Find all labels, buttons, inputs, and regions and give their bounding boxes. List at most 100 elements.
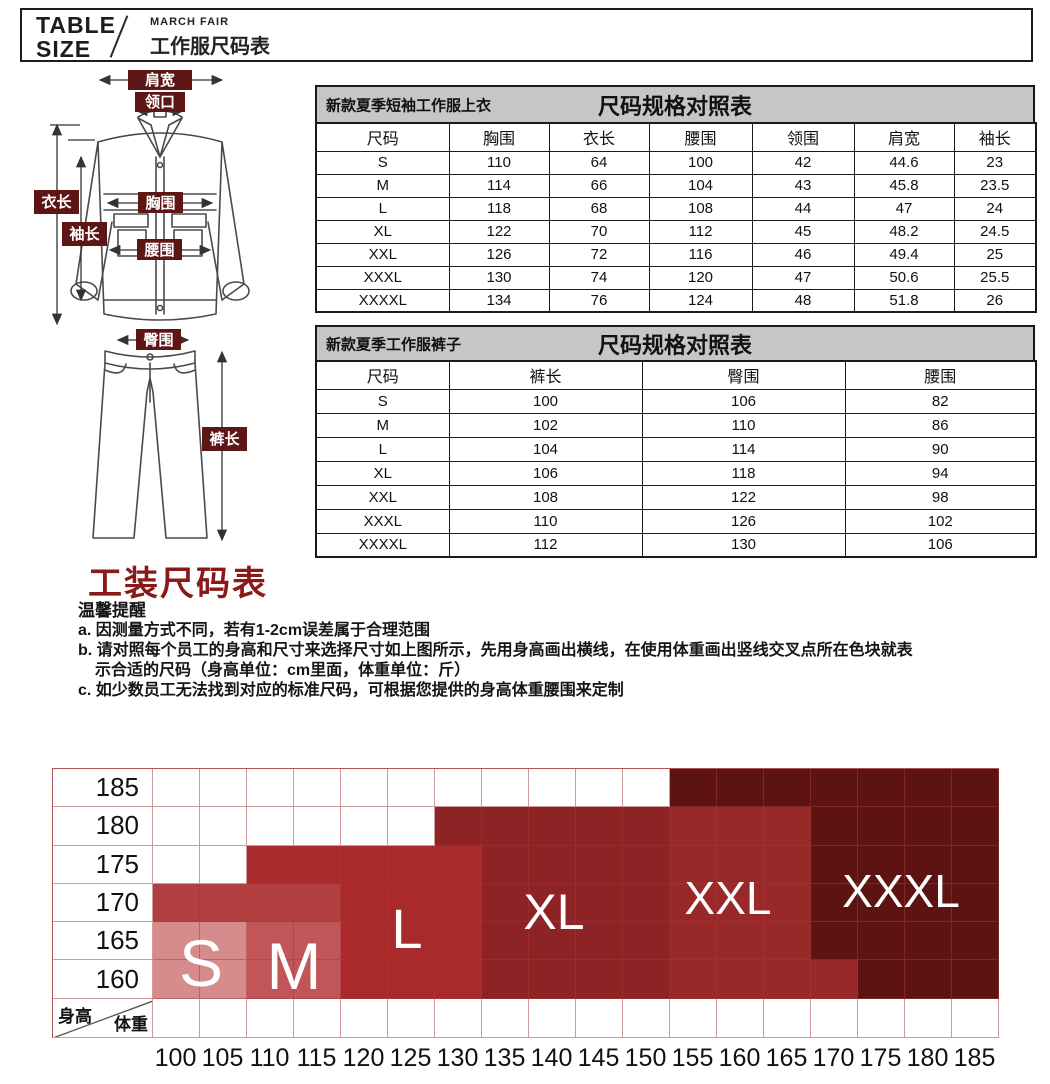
table-row: S 110 64 100 42 44.6 23 bbox=[315, 150, 1037, 175]
heatmap-cell bbox=[341, 769, 388, 808]
table-cell: XXXL bbox=[315, 508, 450, 534]
table-row: M 102 110 86 bbox=[315, 412, 1037, 438]
table-cell: 25 bbox=[953, 242, 1037, 267]
heatmap-cell bbox=[529, 769, 576, 808]
heatmap-cell bbox=[623, 922, 670, 961]
column-header: 腰围 bbox=[844, 360, 1037, 390]
heatmap-cell bbox=[247, 769, 294, 808]
heatmap-cell bbox=[435, 845, 482, 884]
brand-header-box: TABLE SIZE MARCH FAIR 工作服尺码表 bbox=[20, 8, 1033, 62]
brand-subtitle-en: MARCH FAIR bbox=[150, 16, 230, 28]
heatmap-cell bbox=[952, 769, 999, 808]
heatmap-cell bbox=[341, 807, 388, 846]
column-header: 领围 bbox=[751, 122, 855, 152]
table-cell: 102 bbox=[448, 412, 643, 438]
table-cell: XL bbox=[315, 219, 450, 244]
heatmap-cell bbox=[623, 883, 670, 923]
measurement-diagram: 肩宽 领口 衣长 袖长 胸围 腰围 臀围 裤长 bbox=[34, 70, 250, 542]
pants-table-title: 尺码规格对照表 bbox=[597, 332, 752, 358]
table-cell: S bbox=[315, 150, 450, 175]
heatmap-cell bbox=[200, 769, 247, 808]
weight-tick-label: 170 bbox=[812, 1044, 855, 1072]
empty-cell bbox=[670, 998, 717, 1038]
table-row: XL 106 118 94 bbox=[315, 460, 1037, 486]
heatmap-cell bbox=[482, 807, 529, 846]
table-cell: L bbox=[315, 436, 450, 462]
table-cell: XL bbox=[315, 460, 450, 486]
note-b: b. 请对照每个员工的身高和尺寸来选择尺寸如上图所示，先用身高画出横线，在使用体… bbox=[78, 642, 913, 659]
heatmap-cell bbox=[153, 845, 200, 884]
heatmap-cell bbox=[670, 845, 717, 884]
table-cell: 44 bbox=[751, 196, 855, 221]
weight-tick-label: 145 bbox=[577, 1044, 620, 1072]
table-cell: 100 bbox=[448, 388, 643, 414]
heatmap-cell bbox=[764, 807, 811, 846]
weight-axis-labels: 100 105 110 115 120 125 130 135 140 145 150 155 160 1… bbox=[152, 1044, 998, 1073]
table-row: S 100 106 82 bbox=[315, 388, 1037, 414]
table-cell: 98 bbox=[844, 484, 1037, 510]
pants-sketch bbox=[92, 350, 208, 539]
weight-tick-label: 165 bbox=[765, 1044, 808, 1072]
column-header: 袖长 bbox=[953, 122, 1037, 152]
weight-tick-label: 175 bbox=[859, 1044, 902, 1072]
empty-cell bbox=[247, 998, 294, 1038]
table-cell: 106 bbox=[448, 460, 643, 486]
table-cell: 120 bbox=[648, 265, 753, 290]
heatmap-cell bbox=[247, 845, 294, 884]
heatmap-cell bbox=[388, 769, 435, 808]
hip-label: 臀围 bbox=[143, 331, 173, 349]
empty-cell bbox=[435, 998, 482, 1038]
heatmap-cell bbox=[811, 845, 858, 884]
empty-cell bbox=[153, 998, 200, 1038]
note-c: c. 如少数员工无法找到对应的标准尺码，可根据您提供的身高体重腰围来定制 bbox=[78, 682, 624, 699]
heatmap-cell bbox=[153, 883, 200, 923]
table-cell: 110 bbox=[448, 508, 643, 534]
height-tick-label: 165 bbox=[53, 922, 153, 961]
empty-cell bbox=[482, 998, 529, 1038]
table-cell: 72 bbox=[548, 242, 650, 267]
column-header: 臀围 bbox=[641, 360, 846, 390]
heatmap-cell bbox=[388, 807, 435, 846]
column-header: 尺码 bbox=[315, 360, 450, 390]
heatmap-cell bbox=[294, 769, 341, 808]
table-cell: 24 bbox=[953, 196, 1037, 221]
header-row: 尺码 胸围 衣长 腰围 领围 肩宽 袖长 bbox=[315, 122, 1037, 152]
empty-cell bbox=[576, 998, 623, 1038]
table-cell: 114 bbox=[448, 173, 550, 198]
heatmap-cell bbox=[858, 922, 905, 961]
table-cell: 126 bbox=[641, 508, 846, 534]
dimension-lines bbox=[50, 74, 228, 542]
heatmap-cell bbox=[482, 769, 529, 808]
table-cell: 114 bbox=[641, 436, 846, 462]
weight-tick-label: 100 bbox=[154, 1044, 197, 1072]
weight-tick-label: 185 bbox=[953, 1044, 996, 1072]
empty-cell bbox=[952, 998, 999, 1038]
table-cell: 66 bbox=[548, 173, 650, 198]
table-row: XL 122 70 112 45 48.2 24.5 bbox=[315, 219, 1037, 244]
heatmap-cell bbox=[764, 769, 811, 808]
note-b-cont: 示合适的尺码（身高单位：cm里面，体重单位：斤） bbox=[95, 662, 471, 679]
size-region-label: L bbox=[391, 897, 423, 960]
heatmap-cell bbox=[811, 807, 858, 846]
heatmap-cell bbox=[435, 883, 482, 923]
table-cell: 25.5 bbox=[953, 265, 1037, 290]
heatmap-cell bbox=[435, 922, 482, 961]
height-tick-label: 180 bbox=[53, 807, 153, 846]
height-tick-label: 170 bbox=[53, 883, 153, 923]
heatmap-cell bbox=[247, 883, 294, 923]
heatmap-cell bbox=[153, 769, 200, 808]
axis-corner-cell: 身高 体重 bbox=[53, 998, 153, 1038]
heatmap-cell bbox=[858, 883, 905, 923]
heatmap-cell bbox=[388, 883, 435, 923]
table-row: M 114 66 104 43 45.8 23.5 bbox=[315, 173, 1037, 198]
empty-cell bbox=[529, 998, 576, 1038]
empty-cell bbox=[341, 998, 388, 1038]
heatmap-cell bbox=[294, 883, 341, 923]
heatmap-cell bbox=[482, 960, 529, 999]
heatmap-cell bbox=[200, 883, 247, 923]
heatmap-cell bbox=[905, 960, 952, 999]
heatmap-cell bbox=[623, 807, 670, 846]
table-cell: 100 bbox=[648, 150, 753, 175]
heatmap-cell bbox=[670, 807, 717, 846]
column-header: 裤长 bbox=[448, 360, 643, 390]
